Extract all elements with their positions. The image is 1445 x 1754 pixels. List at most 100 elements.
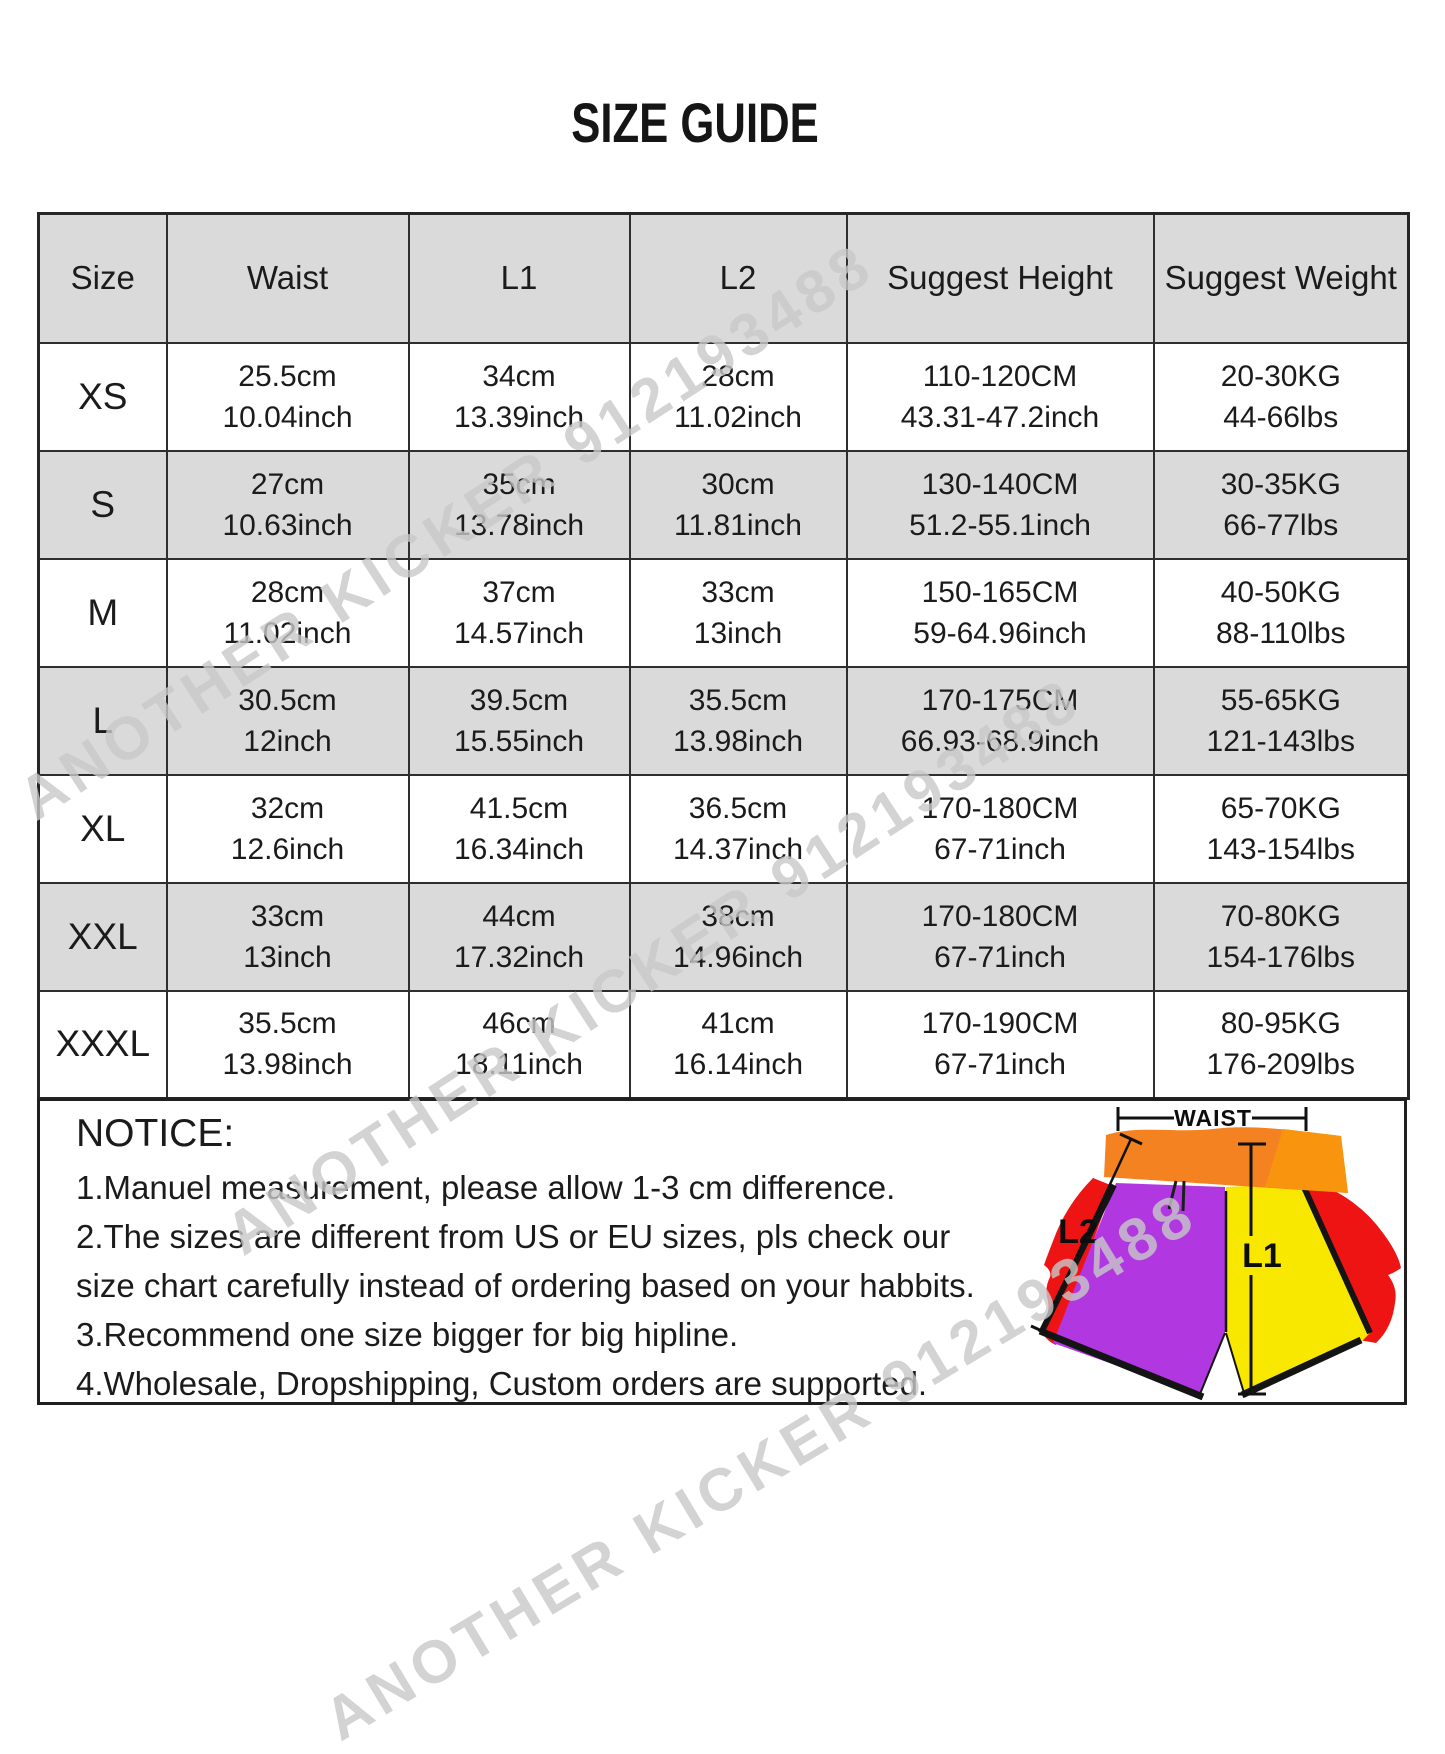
l2-cell: 36.5cm 14.37inch xyxy=(628,773,848,884)
size-label: XS xyxy=(37,341,168,452)
weight-cell: 80-95KG 176-209lbs xyxy=(1152,989,1410,1100)
notice-line-4: 3.Recommend one size bigger for big hipl… xyxy=(76,1316,739,1353)
waist-cell: 27cm 10.63inch xyxy=(165,449,410,560)
weight-cell: 55-65KG 121-143lbs xyxy=(1152,665,1410,776)
waist-label: WAIST xyxy=(1174,1105,1252,1131)
waist-cell: 30.5cm 12inch xyxy=(165,665,410,776)
cell-value-inch: 11.02inch xyxy=(223,616,352,650)
left-inner-edge xyxy=(1199,1332,1226,1395)
height-cell: 130-140CM 51.2-55.1inch xyxy=(845,449,1155,560)
cell-value-cm: 33cm xyxy=(701,575,775,609)
cell-value-inch: 16.14inch xyxy=(672,1048,804,1082)
waist-cell: 33cm 13inch xyxy=(165,881,410,992)
l2-cell: 28cm 11.02inch xyxy=(628,341,848,452)
cell-value-cm: 130-140CM xyxy=(921,467,1079,501)
l2-cell: 33cm 13inch xyxy=(628,557,848,668)
waist-measure xyxy=(1116,1107,1308,1131)
cell-value-inch: 11.81inch xyxy=(674,508,802,542)
cell-value-cm: 39.5cm xyxy=(469,683,569,717)
table-row-xxxl: XXXL 35.5cm 13.98inch 46cm 18.11inch 41cm 1… xyxy=(37,989,1410,1100)
cell-value-inch: 13inch xyxy=(243,940,332,974)
cell-value-inch: 67-71inch xyxy=(934,940,1066,974)
height-cell: 170-175CM 66.93-68.9inch xyxy=(845,665,1155,776)
l1-label: L1 xyxy=(1242,1237,1282,1275)
cell-value-inch: 13.78inch xyxy=(453,508,585,542)
cell-value-kg: 30-35KG xyxy=(1220,467,1341,501)
l1-cell: 34cm 13.39inch xyxy=(407,341,631,452)
column-header-l1: L1 xyxy=(407,212,631,344)
cell-value-inch: 13.98inch xyxy=(672,724,804,758)
cell-value-inch: 14.96inch xyxy=(672,940,804,974)
cell-value-inch: 13.98inch xyxy=(222,1048,353,1082)
table-header-row: Size Waist L1 L2 Suggest Height Suggest … xyxy=(37,212,1410,344)
table-row-s: S 27cm 10.63inch 35cm 13.78inch 30cm 11.81i… xyxy=(37,449,1410,560)
cell-value-cm: 44cm xyxy=(482,899,556,933)
cell-value-lbs: 176-209lbs xyxy=(1206,1048,1355,1082)
cell-value-cm: 35.5cm xyxy=(238,1007,337,1041)
cell-value-cm: 150-165CM xyxy=(921,575,1079,609)
cell-value-cm: 170-180CM xyxy=(921,899,1079,933)
cell-value-cm: 41.5cm xyxy=(469,791,569,825)
l1-cell: 44cm 17.32inch xyxy=(407,881,631,992)
weight-cell: 20-30KG 44-66lbs xyxy=(1152,341,1410,452)
left-hem-trim xyxy=(1038,1327,1205,1401)
cell-value-kg: 65-70KG xyxy=(1220,791,1341,825)
cell-value-inch: 59-64.96inch xyxy=(913,616,1087,650)
height-cell: 170-180CM 67-71inch xyxy=(845,773,1155,884)
weight-cell: 30-35KG 66-77lbs xyxy=(1152,449,1410,560)
l1-cell: 35cm 13.78inch xyxy=(407,449,631,560)
waist-cell: 35.5cm 13.98inch xyxy=(165,989,410,1100)
cell-value-inch: 11.02inch xyxy=(674,400,802,434)
cell-value-cm: 110-120CM xyxy=(922,359,1078,393)
cell-value-inch: 15.55inch xyxy=(453,724,585,758)
cell-value-cm: 32cm xyxy=(250,791,325,825)
cell-value-cm: 28cm xyxy=(250,575,325,609)
cell-value-inch: 12inch xyxy=(243,724,332,758)
height-cell: 170-190CM 67-71inch xyxy=(845,989,1155,1100)
right-hem-trim xyxy=(1240,1336,1363,1399)
size-label: XL xyxy=(37,773,168,884)
column-header-l2: L2 xyxy=(628,212,848,344)
size-label: XXL xyxy=(37,881,168,992)
cell-value-cm: 41cm xyxy=(701,1007,775,1041)
column-header-suggest-height: Suggest Height xyxy=(845,212,1155,344)
cell-value-inch: 14.37inch xyxy=(672,832,804,866)
cell-value-cm: 37cm xyxy=(482,575,556,609)
cell-value-kg: 20-30KG xyxy=(1220,359,1341,393)
table-row-l: L 30.5cm 12inch 39.5cm 15.55inch 35.5cm 13.… xyxy=(37,665,1410,776)
notice-line-3: size chart carefully instead of ordering… xyxy=(76,1267,975,1304)
size-label: M xyxy=(37,557,168,668)
cell-value-cm: 34cm xyxy=(482,359,556,393)
cell-value-lbs: 154-176lbs xyxy=(1206,940,1355,974)
cell-value-cm: 36.5cm xyxy=(688,791,788,825)
shorts-right-leg xyxy=(1226,1183,1370,1393)
cell-value-lbs: 143-154lbs xyxy=(1206,832,1355,866)
weight-cell: 40-50KG 88-110lbs xyxy=(1152,557,1410,668)
cell-value-kg: 40-50KG xyxy=(1220,575,1341,609)
shorts-measurement-diagram: WAIST L1 L2 xyxy=(1030,1105,1401,1401)
size-guide-table: Size Waist L1 L2 Suggest Height Suggest … xyxy=(37,212,1410,1100)
height-cell: 170-180CM 67-71inch xyxy=(845,881,1155,992)
cell-value-lbs: 121-143lbs xyxy=(1206,724,1355,758)
size-label: XXXL xyxy=(37,989,168,1100)
cell-value-cm: 170-175CM xyxy=(921,683,1079,717)
cell-value-lbs: 88-110lbs xyxy=(1215,616,1346,650)
notice-box: NOTICE: 1.Manuel measurement, please all… xyxy=(37,1098,1407,1405)
cell-value-cm: 46cm xyxy=(482,1007,556,1041)
right-seam-trim xyxy=(1300,1183,1373,1335)
l1-cell: 39.5cm 15.55inch xyxy=(407,665,631,776)
cell-value-lbs: 44-66lbs xyxy=(1223,400,1339,434)
cell-value-cm: 28cm xyxy=(701,359,775,393)
weight-cell: 65-70KG 143-154lbs xyxy=(1152,773,1410,884)
cell-value-inch: 67-71inch xyxy=(934,1048,1066,1082)
cell-value-cm: 170-190CM xyxy=(921,1007,1079,1041)
l2-label: L2 xyxy=(1058,1213,1098,1251)
notice-line-2: 2.The sizes are different from US or EU … xyxy=(76,1218,951,1255)
cell-value-cm: 35.5cm xyxy=(688,683,788,717)
notice-heading: NOTICE: xyxy=(76,1112,235,1155)
column-header-size: Size xyxy=(37,212,168,344)
notice-line-1: 1.Manuel measurement, please allow 1-3 c… xyxy=(76,1169,896,1206)
cell-value-kg: 70-80KG xyxy=(1220,899,1341,933)
cell-value-inch: 13inch xyxy=(693,616,783,650)
notice-line-5: 4.Wholesale, Dropshipping, Custom orders… xyxy=(76,1365,928,1402)
